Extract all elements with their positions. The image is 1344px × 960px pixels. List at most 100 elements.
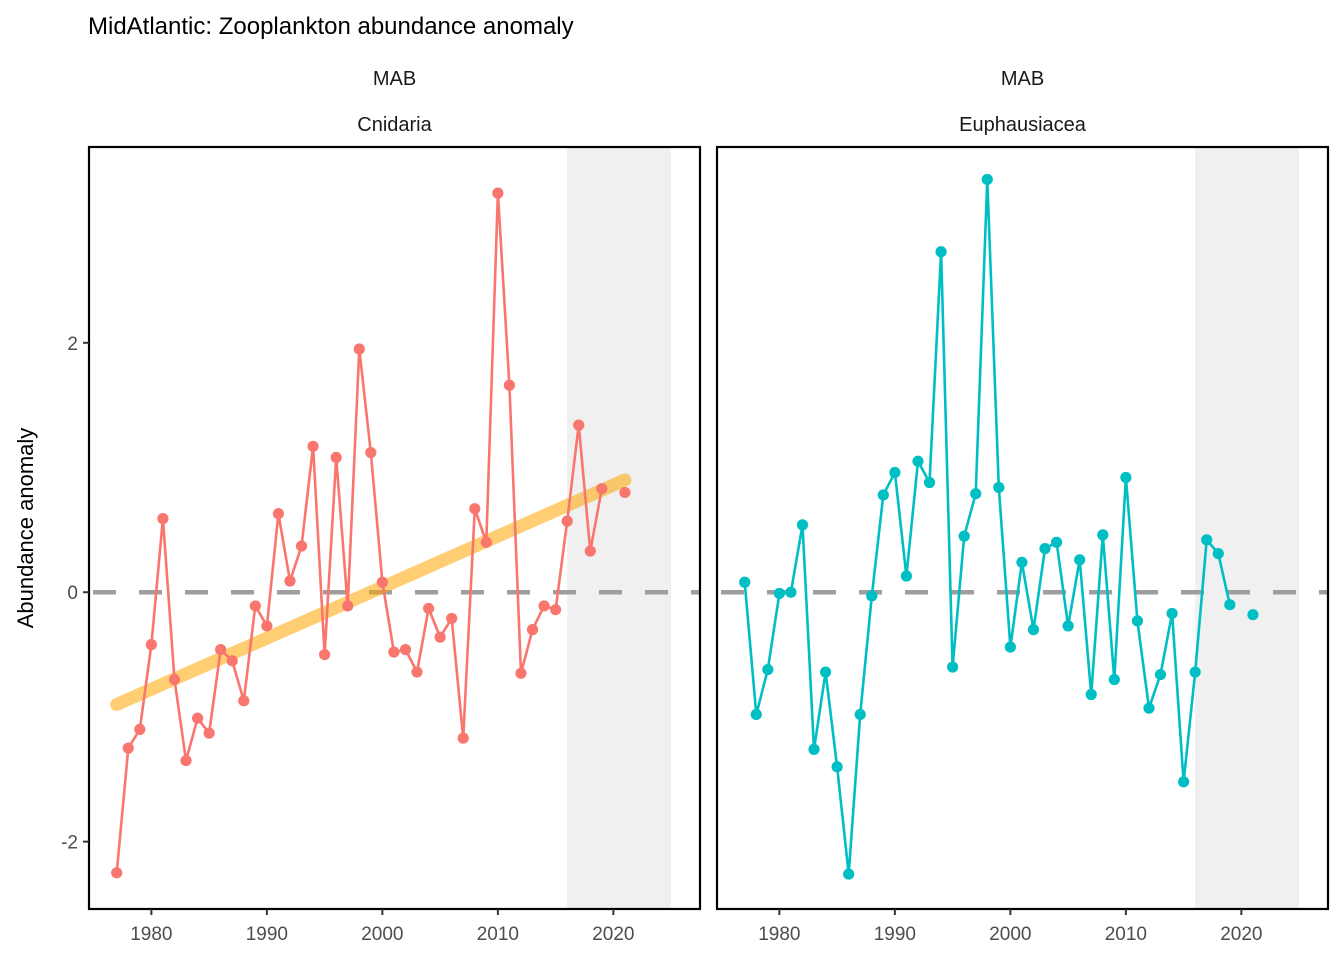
- data-point: [226, 655, 238, 667]
- data-point: [342, 600, 354, 612]
- x-tick-label: 2000: [989, 924, 1031, 945]
- x-tick-label: 1980: [758, 924, 800, 945]
- data-point: [1247, 609, 1259, 621]
- data-point: [843, 868, 855, 880]
- data-point: [1004, 641, 1016, 653]
- data-point: [434, 631, 446, 643]
- data-point: [261, 620, 273, 632]
- strip-label-region: MAB: [1001, 68, 1044, 90]
- data-point: [446, 612, 458, 625]
- plot-area: [717, 147, 1328, 909]
- data-point: [157, 513, 169, 525]
- data-point: [469, 503, 481, 515]
- data-point: [284, 575, 296, 587]
- data-point: [808, 743, 820, 755]
- data-point: [796, 519, 809, 531]
- data-point: [422, 602, 435, 615]
- data-point: [295, 540, 308, 552]
- x-tick-label: 1990: [874, 924, 916, 945]
- data-point: [935, 246, 947, 258]
- x-tick-label: 2000: [361, 924, 403, 945]
- data-point: [492, 187, 504, 199]
- data-point: [180, 754, 192, 767]
- data-point: [785, 586, 797, 598]
- data-point: [168, 673, 181, 686]
- data-point: [947, 661, 959, 673]
- data-point: [1154, 668, 1167, 681]
- data-point: [1074, 554, 1086, 566]
- data-point: [1120, 471, 1132, 484]
- data-point: [388, 646, 400, 658]
- data-point: [854, 708, 866, 721]
- data-point: [773, 587, 785, 600]
- data-point: [526, 624, 539, 636]
- data-point: [249, 600, 261, 612]
- data-point: [877, 489, 889, 501]
- data-point: [1189, 666, 1201, 678]
- data-point: [981, 173, 993, 186]
- data-point: [111, 867, 123, 879]
- panel-cnidaria: MAB Cnidaria 1980 1990 2000 2010 2020 -2 0 2: [61, 68, 702, 945]
- data-point: [272, 508, 285, 520]
- data-point: [376, 576, 388, 588]
- data-point: [1097, 529, 1109, 541]
- highlight-region: [1195, 147, 1300, 909]
- data-point: [596, 483, 608, 495]
- data-point: [958, 530, 970, 542]
- data-point: [1212, 547, 1224, 560]
- y-tick-label: -2: [61, 833, 78, 854]
- data-point: [739, 576, 751, 588]
- data-point: [993, 481, 1005, 494]
- x-tick-label: 2020: [1220, 924, 1262, 945]
- data-point: [457, 732, 469, 744]
- x-tick-label: 2020: [592, 924, 634, 945]
- data-point: [750, 708, 762, 721]
- data-point: [480, 536, 492, 548]
- data-point: [900, 570, 913, 582]
- data-point: [561, 515, 573, 527]
- data-point: [923, 476, 936, 489]
- panel-border: [715, 145, 1330, 911]
- data-point: [191, 712, 204, 724]
- data-point: [573, 419, 585, 431]
- data-point: [134, 723, 146, 736]
- data-point: [215, 643, 227, 656]
- data-point: [970, 488, 982, 500]
- data-point: [550, 604, 562, 616]
- data-point: [1027, 624, 1040, 636]
- data-point: [503, 379, 516, 391]
- data-point: [319, 648, 331, 661]
- data-point: [866, 590, 878, 602]
- data-point: [307, 440, 319, 452]
- data-point: [203, 727, 215, 739]
- data-point: [819, 666, 832, 678]
- data-point: [515, 667, 527, 679]
- strip-label-region: MAB: [373, 68, 416, 90]
- data-point: [353, 343, 365, 355]
- x-tick-label: 2010: [1105, 924, 1147, 945]
- data-point: [1085, 688, 1097, 701]
- data-point: [1108, 673, 1120, 686]
- panel-euphausiacea: MAB Euphausiacea 1980 1990 2000 2010 2020: [715, 68, 1330, 945]
- y-tick-label: 2: [67, 334, 78, 355]
- data-point: [1131, 615, 1144, 627]
- strip-label-taxon: Euphausiacea: [959, 114, 1087, 136]
- data-point: [1178, 776, 1190, 788]
- data-point: [411, 666, 423, 678]
- x-tick-label: 1980: [130, 924, 172, 945]
- data-point: [365, 446, 377, 459]
- data-point: [912, 455, 924, 467]
- y-tick-label: 0: [67, 583, 78, 604]
- data-point: [1039, 542, 1051, 555]
- x-tick-label: 2010: [477, 924, 519, 945]
- data-point: [1143, 702, 1155, 714]
- data-point: [538, 600, 550, 612]
- strip-label-taxon: Cnidaria: [357, 114, 432, 136]
- data-point: [1224, 599, 1236, 611]
- data-point: [238, 695, 250, 707]
- plot-area: [89, 147, 700, 909]
- data-point: [1016, 556, 1028, 568]
- panel-border: [87, 145, 702, 911]
- chart-title: MidAtlantic: Zooplankton abundance anoma…: [88, 13, 574, 40]
